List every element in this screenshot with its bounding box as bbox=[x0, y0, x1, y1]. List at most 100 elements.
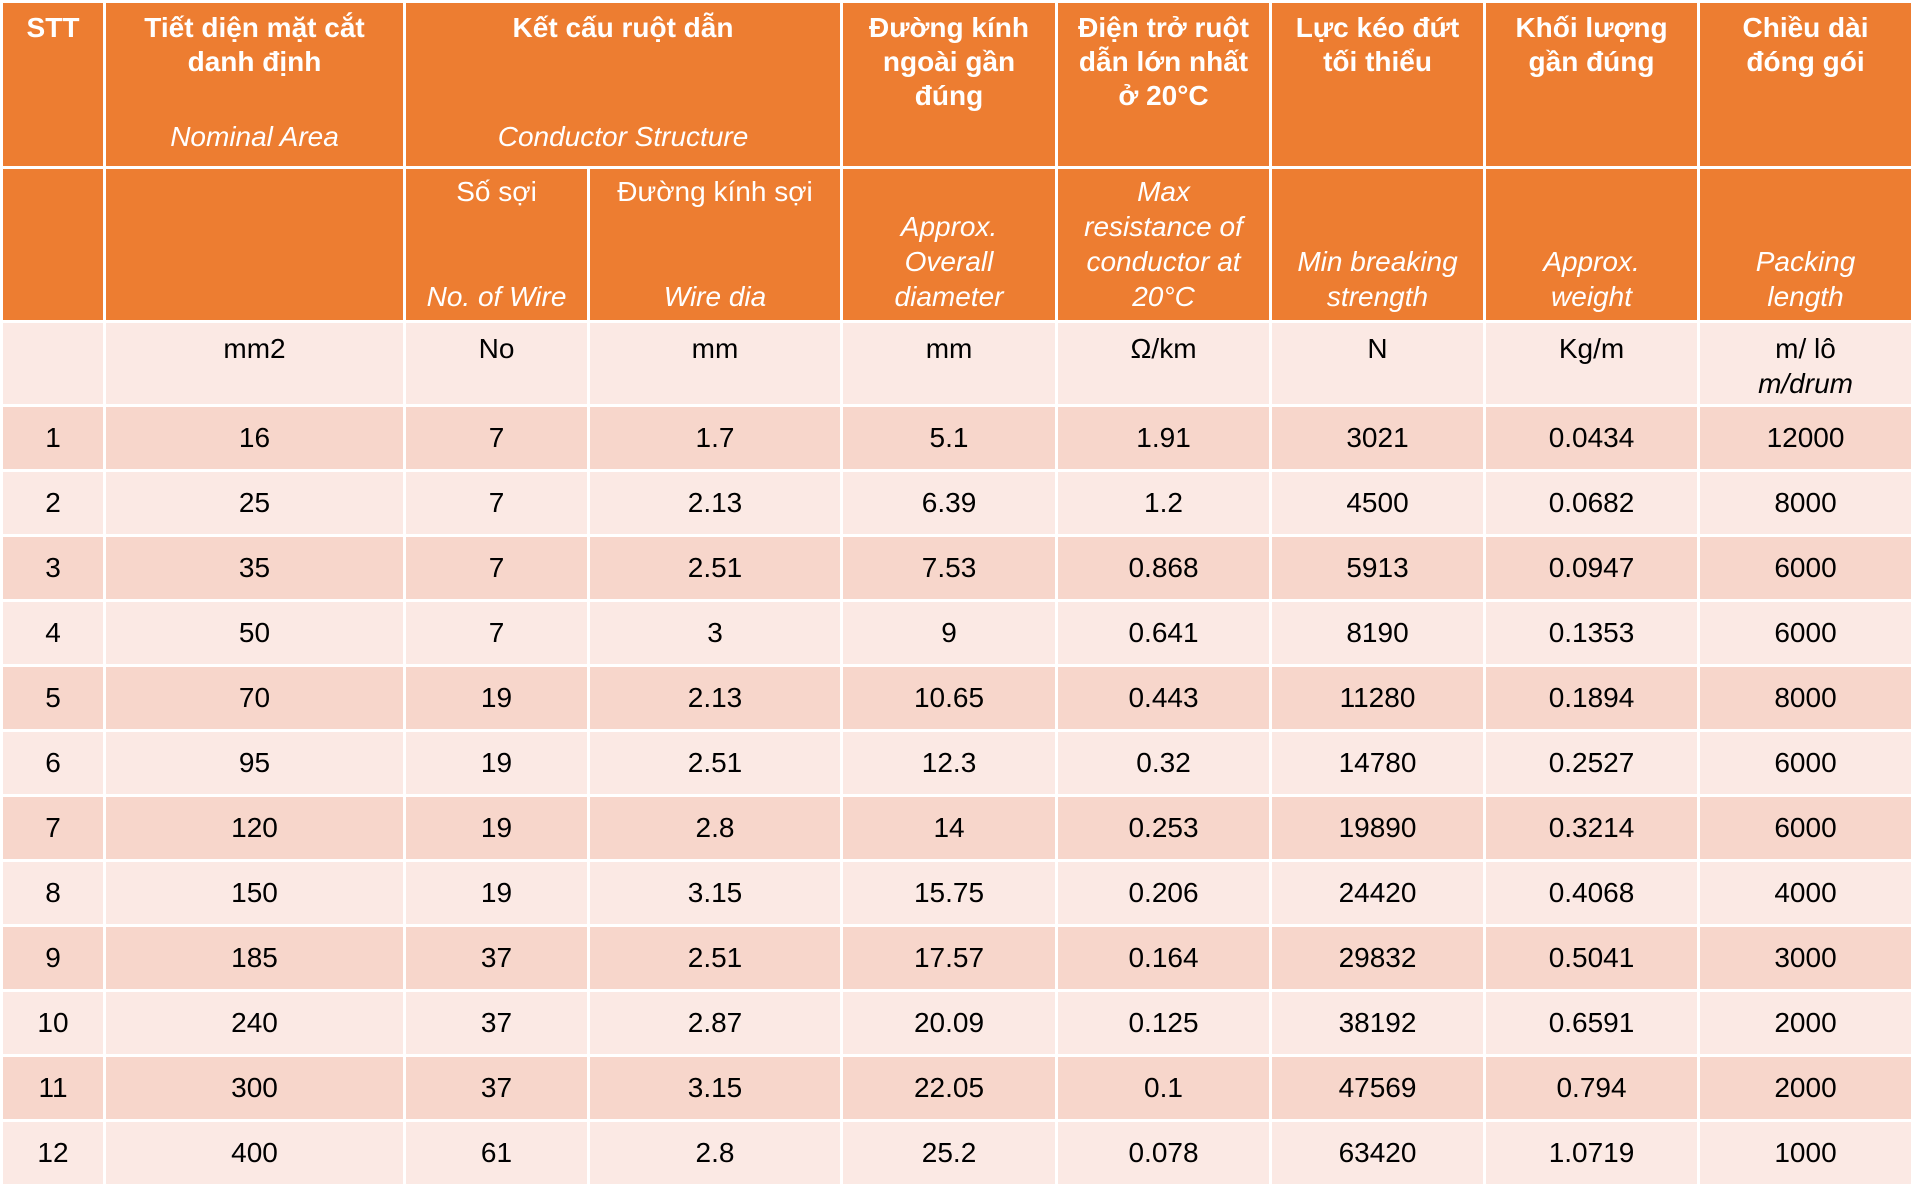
cell-approx-weight: 0.6591 bbox=[1483, 989, 1701, 1057]
cell-overall-diameter: 14 bbox=[840, 794, 1059, 862]
unit-breaking: N bbox=[1269, 320, 1487, 407]
unit-packing-en: m/drum bbox=[1758, 368, 1853, 399]
cell-overall-diameter: 9 bbox=[840, 599, 1059, 667]
cell-nominal-area: 35 bbox=[103, 534, 406, 602]
cell-wire-dia: 3.15 bbox=[586, 1054, 844, 1122]
table-row: 9 185 37 2.51 17.57 0.164 29832 0.5041 3000 bbox=[0, 924, 1911, 992]
table-body: 1 16 7 1.7 5.1 1.91 3021 0.0434 12000 2 25 7 2.13 6.3… bbox=[0, 404, 1911, 1187]
subheader-resistance-line2: resistance of bbox=[1084, 211, 1243, 242]
table-row: 4 50 7 3 9 0.641 8190 0.1353 6000 bbox=[0, 599, 1911, 667]
cell-wire-dia: 2.13 bbox=[586, 469, 844, 537]
subheader-resistance-line3: conductor at bbox=[1086, 246, 1241, 277]
subheader-no-of-wire: Số sợi No. of Wire bbox=[403, 166, 590, 323]
cell-nominal-area: 150 bbox=[103, 859, 406, 927]
cell-max-resistance: 0.253 bbox=[1055, 794, 1273, 862]
unit-packing: m/ lô m/drum bbox=[1697, 320, 1911, 407]
cell-packing-length: 2000 bbox=[1697, 989, 1911, 1057]
cell-wire-dia: 2.87 bbox=[586, 989, 844, 1057]
header-area-vi-line2: danh định bbox=[187, 46, 322, 77]
cell-overall-diameter: 25.2 bbox=[840, 1119, 1059, 1187]
cell-nominal-area: 185 bbox=[103, 924, 406, 992]
cell-packing-length: 8000 bbox=[1697, 469, 1911, 537]
cell-breaking-strength: 4500 bbox=[1269, 469, 1487, 537]
cell-stt: 12 bbox=[0, 1119, 106, 1187]
cell-breaking-strength: 11280 bbox=[1269, 664, 1487, 732]
cell-packing-length: 6000 bbox=[1697, 599, 1911, 667]
cell-breaking-strength: 14780 bbox=[1269, 729, 1487, 797]
subheader-wires-vi: Số sợi bbox=[456, 176, 537, 207]
cell-max-resistance: 0.078 bbox=[1055, 1119, 1273, 1187]
cell-max-resistance: 0.868 bbox=[1055, 534, 1273, 602]
cell-approx-weight: 0.5041 bbox=[1483, 924, 1701, 992]
cell-packing-length: 8000 bbox=[1697, 664, 1911, 732]
cell-nominal-area: 25 bbox=[103, 469, 406, 537]
table-row: 6 95 19 2.51 12.3 0.32 14780 0.2527 6000 bbox=[0, 729, 1911, 797]
header-diameter-vi-line1: Đường kính bbox=[869, 12, 1029, 43]
cell-packing-length: 12000 bbox=[1697, 404, 1911, 472]
cell-stt: 3 bbox=[0, 534, 106, 602]
cell-no-of-wire: 7 bbox=[403, 534, 590, 602]
cell-nominal-area: 70 bbox=[103, 664, 406, 732]
header-weight-vi-line2: gần đúng bbox=[1528, 46, 1655, 77]
header-resistance-vi-line1: Điện trở ruột bbox=[1078, 12, 1249, 43]
cell-overall-diameter: 5.1 bbox=[840, 404, 1059, 472]
table-row: 2 25 7 2.13 6.39 1.2 4500 0.0682 8000 bbox=[0, 469, 1911, 537]
cell-approx-weight: 0.794 bbox=[1483, 1054, 1701, 1122]
cell-approx-weight: 0.3214 bbox=[1483, 794, 1701, 862]
cell-packing-length: 1000 bbox=[1697, 1119, 1911, 1187]
cell-breaking-strength: 5913 bbox=[1269, 534, 1487, 602]
subheader-wires-en: No. of Wire bbox=[426, 281, 567, 312]
cell-max-resistance: 0.164 bbox=[1055, 924, 1273, 992]
cell-approx-weight: 0.2527 bbox=[1483, 729, 1701, 797]
subheader-area-empty bbox=[103, 166, 406, 323]
cell-wire-dia: 2.13 bbox=[586, 664, 844, 732]
cell-wire-dia: 2.51 bbox=[586, 924, 844, 992]
cell-no-of-wire: 61 bbox=[403, 1119, 590, 1187]
subheader-breaking-line1: Min breaking bbox=[1297, 246, 1458, 277]
subheader-wiredia-en: Wire dia bbox=[663, 281, 767, 312]
cell-overall-diameter: 20.09 bbox=[840, 989, 1059, 1057]
cell-approx-weight: 0.0434 bbox=[1483, 404, 1701, 472]
cell-breaking-strength: 38192 bbox=[1269, 989, 1487, 1057]
unit-weight: Kg/m bbox=[1483, 320, 1701, 407]
header-packing-vi-line1: Chiều dài bbox=[1742, 12, 1869, 43]
cell-packing-length: 6000 bbox=[1697, 729, 1911, 797]
cell-overall-diameter: 17.57 bbox=[840, 924, 1059, 992]
subheader-breaking-line2: strength bbox=[1326, 281, 1429, 312]
cell-approx-weight: 0.4068 bbox=[1483, 859, 1701, 927]
units-row: mm2 No mm mm Ω/km N Kg/m m/ lô m/drum bbox=[0, 320, 1911, 407]
cell-packing-length: 3000 bbox=[1697, 924, 1911, 992]
subheader-stt-empty bbox=[0, 166, 106, 323]
cell-stt: 11 bbox=[0, 1054, 106, 1122]
cell-max-resistance: 0.641 bbox=[1055, 599, 1273, 667]
cell-no-of-wire: 37 bbox=[403, 924, 590, 992]
cell-stt: 6 bbox=[0, 729, 106, 797]
subheader-max-resistance: Max resistance of conductor at 20°C bbox=[1055, 166, 1273, 323]
cell-nominal-area: 16 bbox=[103, 404, 406, 472]
unit-resistance: Ω/km bbox=[1055, 320, 1273, 407]
cell-packing-length: 6000 bbox=[1697, 794, 1911, 862]
header-structure-vi: Kết cấu ruột dẫn bbox=[512, 12, 734, 43]
cell-no-of-wire: 19 bbox=[403, 729, 590, 797]
cell-approx-weight: 1.0719 bbox=[1483, 1119, 1701, 1187]
subheader-diameter-line2: Overall bbox=[904, 246, 994, 277]
cell-overall-diameter: 7.53 bbox=[840, 534, 1059, 602]
cell-wire-dia: 2.8 bbox=[586, 794, 844, 862]
cell-nominal-area: 240 bbox=[103, 989, 406, 1057]
unit-packing-vi: m/ lô bbox=[1775, 333, 1836, 364]
cell-approx-weight: 0.1894 bbox=[1483, 664, 1701, 732]
cell-overall-diameter: 10.65 bbox=[840, 664, 1059, 732]
header-stt-label: STT bbox=[26, 12, 80, 43]
header-packing-vi-line2: đóng gói bbox=[1746, 46, 1865, 77]
cell-wire-dia: 2.51 bbox=[586, 729, 844, 797]
cell-max-resistance: 0.125 bbox=[1055, 989, 1273, 1057]
cell-nominal-area: 120 bbox=[103, 794, 406, 862]
table-row: 5 70 19 2.13 10.65 0.443 11280 0.1894 8000 bbox=[0, 664, 1911, 732]
cell-nominal-area: 400 bbox=[103, 1119, 406, 1187]
cell-breaking-strength: 47569 bbox=[1269, 1054, 1487, 1122]
header-area-en: Nominal Area bbox=[170, 121, 339, 152]
table-row: 8 150 19 3.15 15.75 0.206 24420 0.4068 4000 bbox=[0, 859, 1911, 927]
subheader-weight-line2: weight bbox=[1551, 281, 1632, 312]
